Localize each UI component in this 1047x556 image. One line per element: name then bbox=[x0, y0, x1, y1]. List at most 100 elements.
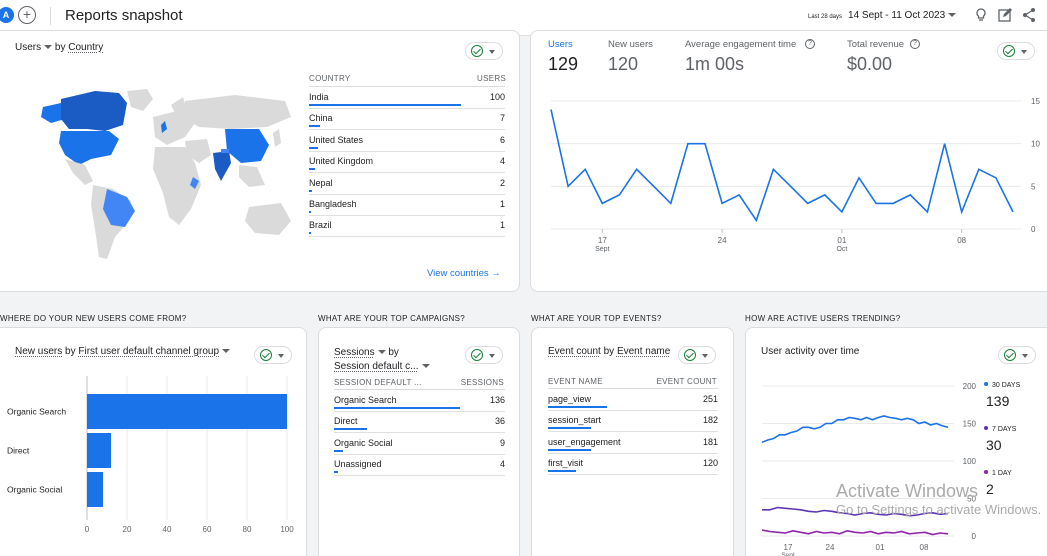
account-avatar[interactable]: A bbox=[0, 7, 14, 23]
y-tick-label: 5 bbox=[1031, 182, 1036, 191]
y-tick-label: 200 bbox=[963, 382, 977, 391]
channel-bar[interactable] bbox=[87, 472, 103, 507]
campaign-row-value: 36 bbox=[495, 416, 505, 426]
campaign-row-bar bbox=[334, 471, 338, 473]
y-tick-label: 15 bbox=[1031, 97, 1040, 106]
chevron-down-icon bbox=[422, 364, 430, 368]
country-row-bar bbox=[309, 232, 311, 234]
country-row[interactable]: Brazil 1 bbox=[309, 216, 505, 237]
x-tick-label: 01 bbox=[876, 543, 885, 552]
event-row-bar bbox=[548, 470, 576, 472]
add-comparison-button[interactable]: + bbox=[18, 6, 36, 24]
country-row-bar bbox=[309, 125, 320, 127]
event-row[interactable]: page_view 251 bbox=[548, 390, 718, 411]
campaign-row[interactable]: Unassigned 4 bbox=[334, 455, 505, 476]
x-tick-sublabel: Sept bbox=[781, 552, 795, 556]
channel-card-title[interactable]: New users by First user default channel … bbox=[15, 346, 230, 357]
event-row[interactable]: user_engagement 181 bbox=[548, 433, 718, 454]
event-row-label: user_engagement bbox=[548, 437, 621, 447]
activity-line-chart[interactable]: 200 150 100 50 0 17 24 01 08 Sept 30 DAYS 139 7 DAYS… bbox=[758, 378, 1047, 556]
country-row-label: India bbox=[309, 92, 329, 102]
top-campaigns-card: Sessions by Session default c... SESSION… bbox=[318, 327, 520, 556]
events-right-header[interactable]: EVENT COUNT bbox=[657, 377, 718, 386]
country-card-title[interactable]: Users by Country bbox=[15, 42, 103, 53]
event-row[interactable]: session_start 182 bbox=[548, 411, 718, 432]
campaign-left-header[interactable]: SESSION DEFAULT ... bbox=[334, 378, 422, 387]
event-row-bar bbox=[548, 427, 591, 429]
x-tick-label: 01 bbox=[837, 236, 846, 245]
country-row[interactable]: China 7 bbox=[309, 109, 505, 130]
chevron-down-icon bbox=[948, 13, 956, 17]
country-row[interactable]: India 100 bbox=[309, 88, 505, 109]
country-row[interactable]: Bangladesh 1 bbox=[309, 195, 505, 216]
x-tick-sublabel: Sept bbox=[595, 246, 609, 253]
country-row-value: 4 bbox=[500, 156, 505, 166]
campaign-row-label: Organic Search bbox=[334, 395, 397, 405]
date-range-value: 14 Sept - 11 Oct 2023 bbox=[848, 10, 945, 21]
edit-icon[interactable] bbox=[997, 7, 1013, 23]
metric-tab-label[interactable]: New users bbox=[608, 39, 653, 50]
activity-series-line[interactable] bbox=[762, 416, 948, 442]
insight-check-button[interactable] bbox=[998, 346, 1036, 364]
channel-bar-chart[interactable]: 0 20 40 60 80 100 Organic Search Direct Organic … bbox=[7, 374, 303, 544]
users-column-header[interactable]: USERS bbox=[477, 74, 506, 83]
country-row[interactable]: Nepal 2 bbox=[309, 174, 505, 195]
check-circle-icon bbox=[471, 349, 483, 361]
help-icon[interactable]: ? bbox=[910, 39, 920, 49]
country-row-label: China bbox=[309, 113, 333, 123]
share-icon[interactable] bbox=[1021, 7, 1037, 23]
insight-check-button[interactable] bbox=[465, 346, 503, 364]
section-events: WHAT ARE YOUR TOP EVENTS? bbox=[531, 314, 662, 323]
x-tick-label: 60 bbox=[203, 525, 212, 534]
channel-bar[interactable] bbox=[87, 433, 111, 468]
insight-check-button[interactable] bbox=[678, 346, 716, 364]
metric-tab-label[interactable]: Users bbox=[548, 39, 573, 50]
event-row-label: page_view bbox=[548, 394, 591, 404]
legend-dot bbox=[984, 426, 988, 430]
campaign-row[interactable]: Organic Social 9 bbox=[334, 434, 505, 455]
campaign-row-value: 4 bbox=[500, 459, 505, 469]
events-card-title[interactable]: Event count by Event name bbox=[548, 346, 670, 357]
event-row-bar bbox=[548, 449, 591, 451]
country-row-label: Brazil bbox=[309, 220, 332, 230]
chevron-down-icon bbox=[44, 45, 52, 49]
campaign-row-value: 136 bbox=[490, 395, 505, 405]
insight-check-button[interactable] bbox=[465, 42, 503, 60]
legend-label: 7 DAYS bbox=[992, 426, 1017, 433]
legend-value: 139 bbox=[986, 393, 1010, 409]
metric-tab-label[interactable]: Total revenue bbox=[847, 39, 904, 50]
campaign-card-title[interactable]: Sessions by Session default c... bbox=[334, 346, 430, 374]
metric-tab-value: 1m 00s bbox=[685, 54, 744, 75]
users-by-country-card: Users by Country bbox=[0, 30, 520, 292]
view-countries-link[interactable]: View countries → bbox=[427, 268, 501, 279]
events-left-header[interactable]: EVENT NAME bbox=[548, 377, 603, 386]
campaign-row-bar bbox=[334, 407, 460, 409]
country-row-label: Bangladesh bbox=[309, 199, 357, 209]
user-activity-card: User activity over time 200 150 100 50 0 17 24… bbox=[745, 327, 1047, 556]
campaign-row[interactable]: Organic Search 136 bbox=[334, 391, 505, 412]
activity-card-title: User activity over time bbox=[761, 346, 859, 357]
date-range-picker[interactable]: Last 28 days 14 Sept - 11 Oct 2023 bbox=[808, 10, 956, 21]
activity-series-line[interactable] bbox=[762, 530, 948, 535]
event-row-bar bbox=[548, 406, 607, 408]
y-tick-label: 0 bbox=[972, 532, 977, 541]
insight-check-button[interactable] bbox=[997, 42, 1035, 60]
insight-check-button[interactable] bbox=[254, 346, 292, 364]
country-row[interactable]: United States 6 bbox=[309, 131, 505, 152]
help-icon[interactable]: ? bbox=[805, 39, 815, 49]
channel-bar[interactable] bbox=[87, 394, 287, 429]
users-series-line[interactable] bbox=[551, 110, 1013, 221]
users-line-chart[interactable]: 15 10 5 0 17Sept 24 01Oct 08 bbox=[543, 89, 1047, 259]
country-row[interactable]: United Kingdom 4 bbox=[309, 152, 505, 173]
campaign-row[interactable]: Direct 36 bbox=[334, 412, 505, 433]
event-row[interactable]: first_visit 120 bbox=[548, 454, 718, 475]
chevron-down-icon bbox=[1021, 50, 1027, 54]
metric-tab-value: 120 bbox=[608, 54, 638, 75]
campaign-right-header[interactable]: SESSIONS bbox=[461, 378, 504, 387]
metric-tab-label[interactable]: Average engagement time bbox=[685, 39, 796, 50]
section-new-users: WHERE DO YOUR NEW USERS COME FROM? bbox=[0, 314, 187, 323]
lightbulb-icon[interactable] bbox=[973, 7, 989, 23]
country-row-bar bbox=[309, 104, 461, 106]
world-map[interactable] bbox=[35, 89, 295, 269]
country-column-header[interactable]: COUNTRY bbox=[309, 74, 351, 83]
